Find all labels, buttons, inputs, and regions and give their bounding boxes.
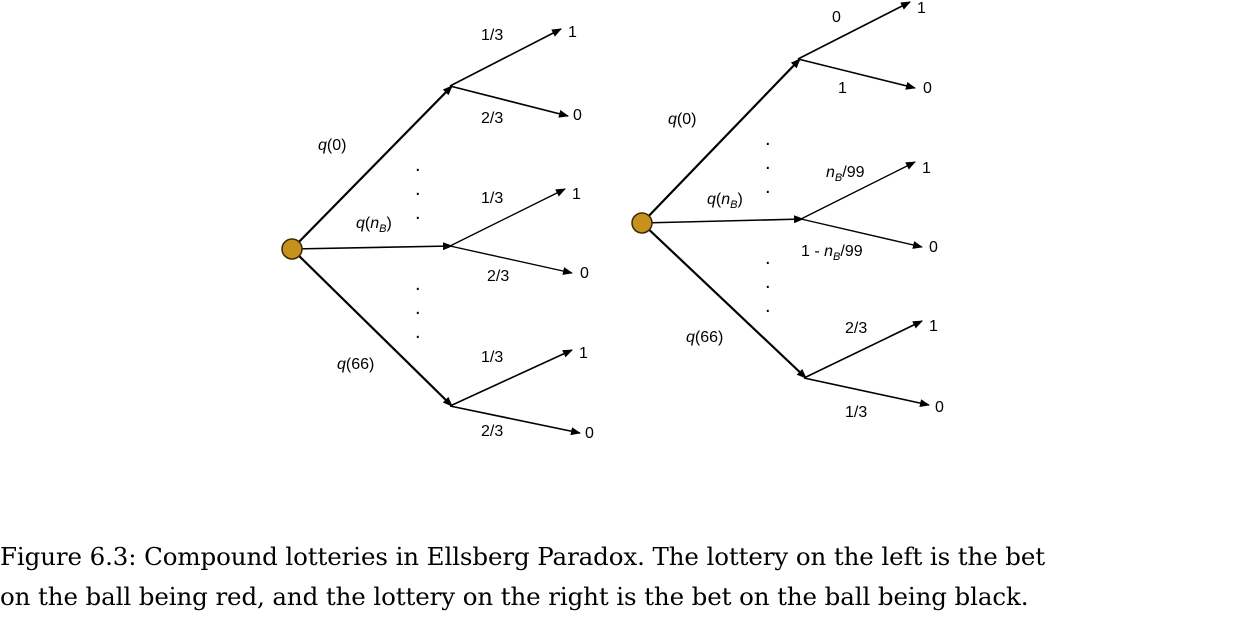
figure-caption: Figure 6.3: Compound lotteries in Ellsbe…: [0, 537, 1239, 617]
left-lottery-tree: q(0) q(nB) q(66) ... ... 1/3 1 2/3 0 1/3…: [281, 24, 594, 442]
right-label-top: q(0): [668, 111, 696, 128]
left-ellipsis-lower: ...: [415, 273, 421, 343]
svg-text:.: .: [765, 247, 771, 269]
left-top-upper-outcome: 1: [568, 24, 577, 41]
left-top-lower-outcome: 0: [573, 107, 582, 124]
right-middle-lower-outcome: 0: [929, 239, 938, 256]
left-root-node: [281, 238, 303, 260]
right-middle-upper-outcome: 1: [922, 160, 931, 177]
left-middle-lower-outcome: 0: [580, 265, 589, 282]
right-bottom-upper-prob: 2/3: [845, 320, 867, 337]
right-bottom-lower-outcome: 0: [935, 399, 944, 416]
right-ellipsis-lower: ...: [765, 247, 771, 317]
svg-text:.: .: [415, 154, 421, 176]
right-branch-bottom: [641, 222, 807, 379]
right-top-lower-prob: 1: [838, 80, 847, 97]
right-bottom-lower-prob: 1/3: [845, 404, 867, 421]
svg-text:.: .: [415, 321, 421, 343]
svg-text:.: .: [415, 178, 421, 200]
svg-text:.: .: [415, 297, 421, 319]
right-label-middle: q(nB): [707, 191, 743, 211]
right-ellipsis-upper: ...: [765, 128, 771, 198]
right-lottery-tree: q(0) q(nB) q(66) ... ... 0 1 1 0 nB/99 1…: [631, 0, 944, 421]
left-bottom-lower-outcome: 0: [585, 425, 594, 442]
left-bottom-upper-outcome: 1: [579, 345, 588, 362]
left-middle-upper-outcome: 1: [572, 186, 581, 203]
svg-text:.: .: [765, 271, 771, 293]
left-bottom-lower-edge: [449, 405, 581, 436]
right-bottom-upper-outcome: 1: [929, 318, 938, 335]
right-root-node: [631, 212, 653, 234]
left-branch-top: [291, 85, 453, 250]
svg-text:.: .: [765, 176, 771, 198]
right-top-upper-outcome: 1: [917, 0, 926, 17]
right-branch-middle: [641, 215, 804, 224]
right-top-upper-edge: [797, 1, 911, 60]
left-ellipsis-upper: ...: [415, 154, 421, 224]
left-middle-lower-edge: [449, 245, 573, 275]
svg-text:.: .: [765, 128, 771, 150]
right-label-bottom: q(66): [686, 329, 723, 346]
left-top-upper-edge: [449, 28, 562, 87]
left-label-middle: q(nB): [356, 215, 392, 235]
right-top-upper-prob: 0: [832, 9, 841, 26]
left-bottom-upper-prob: 1/3: [481, 349, 503, 366]
svg-text:.: .: [415, 273, 421, 295]
left-top-upper-prob: 1/3: [481, 27, 503, 44]
left-branch-bottom: [291, 248, 453, 407]
left-top-lower-prob: 2/3: [481, 110, 503, 127]
right-middle-upper-prob: nB/99: [826, 164, 865, 184]
right-bottom-upper-edge: [803, 320, 923, 379]
left-label-bottom: q(66): [337, 356, 374, 373]
left-bottom-upper-edge: [449, 349, 573, 407]
left-middle-lower-prob: 2/3: [487, 268, 509, 285]
caption-line-1: Figure 6.3: Compound lotteries in Ellsbe…: [0, 542, 1046, 571]
right-middle-upper-edge: [800, 161, 916, 220]
svg-text:.: .: [765, 295, 771, 317]
right-bottom-lower-edge: [803, 377, 930, 408]
left-label-top: q(0): [318, 137, 346, 154]
right-top-lower-edge: [797, 58, 916, 90]
right-middle-lower-edge: [800, 218, 923, 249]
right-middle-lower-prob: 1 - nB/99: [801, 243, 863, 263]
left-top-lower-edge: [449, 85, 569, 118]
caption-line-2: on the ball being red, and the lottery o…: [0, 582, 1029, 611]
svg-text:.: .: [415, 202, 421, 224]
right-branch-top: [641, 58, 801, 224]
left-bottom-lower-prob: 2/3: [481, 423, 503, 440]
right-top-lower-outcome: 0: [923, 80, 932, 97]
left-middle-upper-edge: [449, 188, 566, 247]
left-branch-middle: [291, 242, 453, 251]
svg-text:.: .: [765, 152, 771, 174]
compound-lotteries-diagram: q(0) q(nB) q(66) ... ... 1/3 1 2/3 0 1/3…: [281, 0, 944, 442]
left-middle-upper-prob: 1/3: [481, 190, 503, 207]
